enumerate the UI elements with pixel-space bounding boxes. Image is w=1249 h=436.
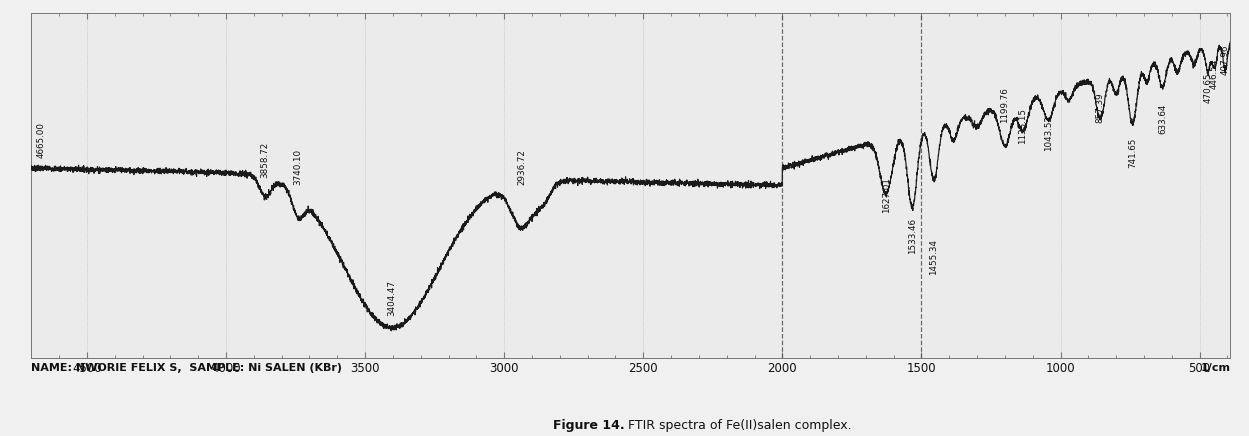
Text: 1533.46: 1533.46 [908, 218, 917, 254]
Text: 3404.47: 3404.47 [387, 280, 396, 316]
Text: 1199.76: 1199.76 [1000, 88, 1009, 123]
Text: 1/cm: 1/cm [1200, 363, 1230, 373]
Text: 1135.15: 1135.15 [1018, 108, 1028, 144]
Text: 1043.52: 1043.52 [1044, 115, 1053, 151]
Text: 407.96: 407.96 [1220, 45, 1230, 75]
Text: 470.65: 470.65 [1203, 72, 1213, 102]
Text: Figure 14.: Figure 14. [553, 419, 624, 432]
Text: FTIR spectra of Fe(II)salen complex.: FTIR spectra of Fe(II)salen complex. [624, 419, 852, 432]
Text: 1455.34: 1455.34 [929, 239, 938, 275]
Text: 4665.00: 4665.00 [36, 122, 45, 158]
Text: 2936.72: 2936.72 [517, 150, 526, 185]
Text: 741.65: 741.65 [1128, 138, 1137, 168]
Text: 857.39: 857.39 [1095, 93, 1104, 123]
Text: NAME: NWORIE FELIX S,  SAMPLE: Ni SALEN (KBr): NAME: NWORIE FELIX S, SAMPLE: Ni SALEN (… [31, 363, 342, 373]
Text: 3858.72: 3858.72 [261, 142, 270, 178]
Text: 3740.10: 3740.10 [294, 149, 302, 185]
Text: 633.64: 633.64 [1158, 103, 1167, 133]
Text: 1627.01: 1627.01 [882, 177, 891, 213]
Text: 446.54: 446.54 [1210, 58, 1219, 89]
